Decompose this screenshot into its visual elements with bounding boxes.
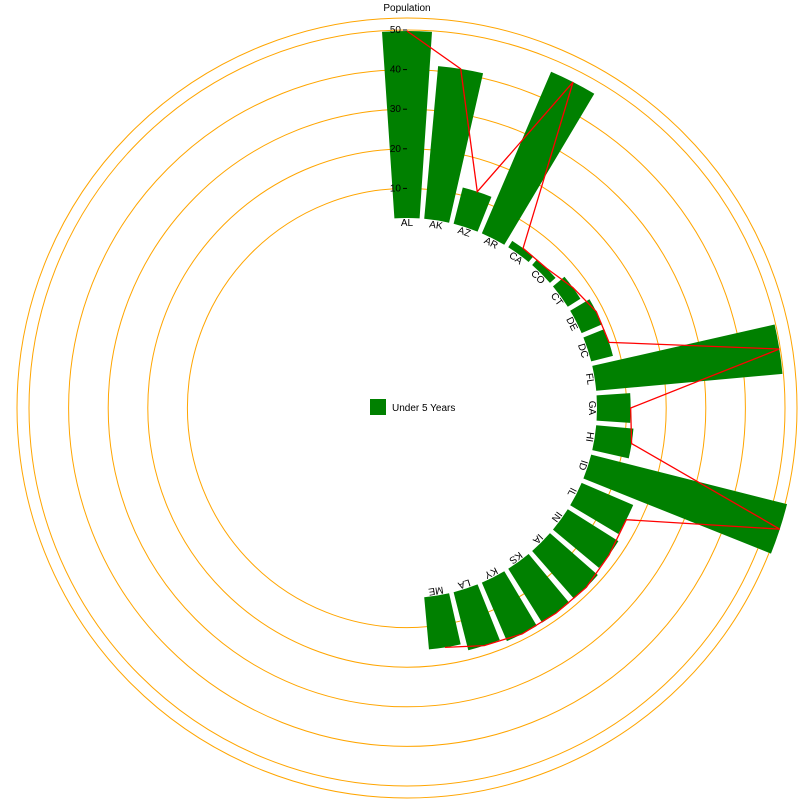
legend: Under 5 Years bbox=[370, 399, 455, 415]
legend-swatch bbox=[370, 399, 386, 415]
category-label-me: ME bbox=[427, 584, 444, 597]
bar-in bbox=[552, 509, 619, 568]
radial-axis: Population 10 20 30 40 50 bbox=[383, 3, 430, 194]
grid-circle-outer bbox=[16, 17, 798, 799]
bar-ky bbox=[481, 571, 537, 642]
bar-il bbox=[570, 482, 634, 535]
legend-label: Under 5 Years bbox=[392, 403, 455, 414]
category-label-hi: HI bbox=[583, 431, 595, 443]
bar-ks bbox=[508, 553, 570, 623]
bar-al bbox=[382, 31, 432, 219]
bar-ct bbox=[552, 276, 581, 307]
bar-ca bbox=[508, 240, 534, 263]
category-label-fl: FL bbox=[583, 373, 596, 387]
tick-label-50: 50 bbox=[390, 25, 402, 36]
bar-co bbox=[532, 259, 556, 283]
bars-group bbox=[382, 31, 788, 651]
category-label-ga: GA bbox=[586, 401, 597, 416]
trend-line bbox=[406, 30, 781, 649]
bar-ia bbox=[532, 533, 598, 599]
bar-la bbox=[453, 584, 500, 651]
trend-line-group bbox=[406, 30, 781, 649]
category-label-ak: AK bbox=[428, 219, 443, 232]
tick-label-10: 10 bbox=[390, 183, 402, 194]
bar-dc bbox=[583, 329, 613, 362]
bar-id bbox=[583, 454, 788, 554]
bar-me bbox=[424, 593, 461, 650]
category-label-il: IL bbox=[564, 486, 578, 499]
bar-fl bbox=[592, 324, 783, 391]
bar-ga bbox=[596, 393, 631, 423]
category-label-az: AZ bbox=[456, 225, 472, 239]
bar-hi bbox=[592, 425, 634, 459]
tick-label-20: 20 bbox=[390, 144, 402, 155]
bar-ar bbox=[481, 71, 595, 245]
category-label-la: LA bbox=[456, 576, 471, 590]
tick-label-40: 40 bbox=[390, 65, 402, 76]
bar-ak bbox=[424, 66, 484, 223]
bar-az bbox=[453, 187, 492, 232]
tick-label-30: 30 bbox=[390, 104, 402, 115]
chart-title: Population bbox=[383, 3, 430, 14]
bar-de bbox=[570, 299, 603, 334]
category-label-al: AL bbox=[401, 218, 414, 229]
category-label-id: ID bbox=[576, 459, 590, 472]
category-label-dc: DC bbox=[575, 342, 590, 359]
